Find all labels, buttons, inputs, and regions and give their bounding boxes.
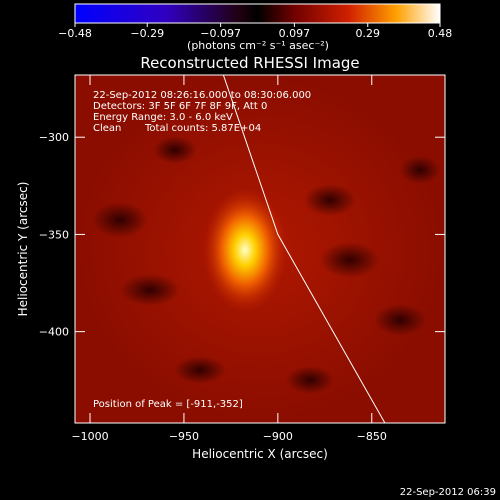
time-range-text: 22-Sep-2012 08:26:16.000 to 08:30:06.000 <box>93 90 311 101</box>
total-counts-text: Total counts: 5.87E+04 <box>144 123 261 134</box>
y-tick-label: −300 <box>39 131 69 144</box>
colorbar-tick-label: −0.48 <box>58 27 92 40</box>
y-axis-ticks: −300 −350 −400 <box>39 131 445 339</box>
colorbar-tick-label: 0.29 <box>356 27 381 40</box>
dark-blob <box>286 366 334 394</box>
solar-limb-line <box>222 75 386 423</box>
heatmap-image <box>75 75 445 423</box>
colorbar-unit-label: (photons cm⁻² s⁻¹ asec⁻²) <box>187 39 329 52</box>
colorbar-tick-label: 0.097 <box>279 27 311 40</box>
peak-position-text: Position of Peak = [-911,-352] <box>93 399 243 410</box>
dark-blob <box>120 274 180 306</box>
x-tick-label: −1000 <box>71 430 108 443</box>
y-tick-label: −350 <box>39 228 69 241</box>
colorbar: −0.48 −0.29 −0.097 0.097 0.29 0.48 (photons c… <box>58 3 452 52</box>
x-tick-label: −950 <box>169 430 199 443</box>
dark-blob <box>320 242 380 278</box>
dark-blob <box>400 156 440 184</box>
dark-blob <box>92 202 148 238</box>
dark-blob <box>304 184 356 216</box>
dark-blob <box>374 304 426 336</box>
x-tick-label: −850 <box>357 430 387 443</box>
info-annotations: 22-Sep-2012 08:26:16.000 to 08:30:06.000… <box>93 90 311 410</box>
colorbar-tick-label: −0.29 <box>130 27 164 40</box>
dark-blob <box>153 136 197 164</box>
y-tick-label: −400 <box>39 326 69 339</box>
peak-source <box>203 188 287 312</box>
chart-title: Reconstructed RHESSI Image <box>140 54 359 72</box>
footer-timestamp: 22-Sep-2012 06:39 <box>400 487 496 498</box>
y-axis-label: Heliocentric Y (arcsec) <box>16 182 30 317</box>
x-axis-ticks: −1000 −950 −900 −850 <box>71 75 387 443</box>
x-axis-label: Heliocentric X (arcsec) <box>192 447 328 461</box>
detectors-text: Detectors: 3F 5F 6F 7F 8F 9F, Att 0 <box>93 101 267 112</box>
heatmap-dark-ripples <box>92 136 440 394</box>
colorbar-ticks: −0.48 −0.29 −0.097 0.097 0.29 0.48 <box>58 23 452 40</box>
energy-range-text: Energy Range: 3.0 - 6.0 keV <box>93 112 233 123</box>
method-text: Clean <box>93 123 121 134</box>
plot-frame <box>74 74 446 424</box>
dark-blob <box>174 356 226 384</box>
colorbar-tick-label: 0.48 <box>428 27 453 40</box>
x-tick-label: −900 <box>263 430 293 443</box>
colorbar-gradient <box>74 3 441 24</box>
colorbar-tick-label: −0.097 <box>200 27 241 40</box>
